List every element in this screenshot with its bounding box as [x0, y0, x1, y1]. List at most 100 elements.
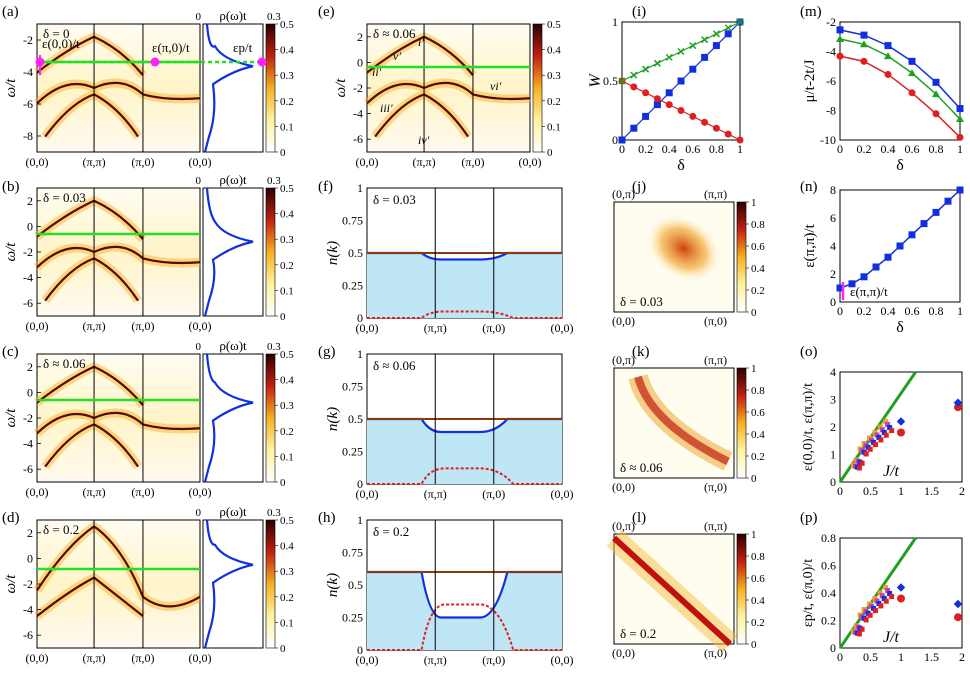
i-point	[701, 53, 709, 61]
p-point	[889, 594, 895, 600]
k-colorbar	[736, 367, 747, 479]
h-occupied-area	[367, 572, 562, 650]
d-rho-tick0: 0	[196, 507, 202, 519]
b-spectral-map	[36, 187, 201, 317]
p-point	[856, 631, 862, 637]
d-colorbar-tick-label: 0.1	[280, 617, 294, 629]
i-point	[701, 118, 709, 126]
h-ytick-label: 0.5	[348, 578, 363, 592]
c-ytick-label: 2	[27, 360, 33, 374]
j-corner-bl: (0,0)	[612, 314, 635, 328]
b-colorbar-tick-label: 0.2	[280, 260, 294, 272]
c-spectral-map	[36, 353, 201, 483]
e-colorbar	[532, 23, 543, 153]
panel-d: 2 0 -2 -4 -6 ω/t (0,0) (π,π) (π,0) (0,0) δ = 0.2 ρ(…	[3, 504, 294, 665]
j-intensity	[646, 214, 721, 282]
p-point	[883, 585, 889, 590]
b-colorbar-tick-label: 0.5	[280, 183, 294, 195]
b-rho-curve	[203, 187, 254, 317]
k-colorbar-tick-label: 0.4	[751, 429, 765, 441]
n-point	[884, 253, 892, 261]
a-ktick-label: (0,0)	[189, 155, 212, 169]
p-point	[896, 583, 906, 592]
o-xtick-label: 2	[959, 484, 965, 498]
a-ktick-label: (0,0)	[26, 155, 49, 169]
c-ytick-label: -2	[23, 411, 33, 425]
p-point	[877, 590, 883, 596]
c-delta: δ ≈ 0.06	[43, 356, 86, 371]
o-point	[878, 437, 884, 443]
panel-m: -2 -4 -6 -8 -100 0.2 0.4 0.6 0.8 1 δ μ/t-2t/J	[802, 15, 964, 174]
i-point	[618, 77, 626, 85]
i-point	[689, 42, 697, 50]
o-ylabel: ε(0,0)/t, ε(π,π)/t	[801, 383, 816, 471]
d-ktick-label: (0,0)	[26, 651, 49, 665]
h-ytick-label: 0	[357, 643, 363, 657]
i-point	[653, 95, 661, 103]
p-point	[954, 613, 962, 622]
p-point	[897, 594, 905, 603]
h-ktick-label: (0,0)	[356, 653, 379, 667]
d-delta: δ = 0.2	[43, 522, 79, 537]
c-rho-tick0: 0	[196, 341, 202, 353]
i-ytick-label: 1	[612, 15, 618, 29]
l-colorbar-tick-label: 0.2	[751, 617, 765, 629]
b-ytick-label: -4	[23, 271, 33, 285]
m-point	[932, 90, 940, 98]
i-point	[630, 124, 638, 132]
p-ytick-label: 0	[830, 641, 836, 655]
i-point	[724, 30, 732, 38]
d-colorbar-tick-label: 0.4	[280, 541, 294, 553]
n-point	[956, 186, 964, 194]
n-ytick-label: 2	[830, 267, 836, 281]
m-point	[860, 31, 868, 39]
o-point	[873, 442, 879, 448]
g-ytick-label: 0.75	[342, 380, 363, 394]
n-ylabel: ε(π,π)/t	[802, 223, 818, 267]
l-colorbar-tick-label: 0.8	[751, 551, 765, 563]
c-ktick-label: (0,0)	[189, 485, 212, 499]
b-ktick-label: (0,0)	[26, 319, 49, 333]
panel-label-l: (l)	[632, 510, 646, 526]
c-ytick-label: -6	[23, 462, 33, 476]
b-colorbar-tick-label: 0.1	[280, 285, 294, 297]
g-delta: δ ≈ 0.06	[373, 358, 416, 373]
p-point	[863, 617, 869, 623]
p-point	[883, 598, 889, 604]
g-ktick-label: (0,0)	[551, 487, 574, 501]
h-nk-dotted-curve	[367, 603, 562, 651]
a-colorbar-tick-label: 0	[280, 147, 286, 159]
i-point	[618, 136, 626, 144]
p-point	[879, 593, 885, 599]
l-colorbar	[736, 533, 747, 645]
panel-p: 0.8 0.6 0.4 0.2 00 0.5 1 1.5 2 J/t εp/t, ε(π,0)/t	[801, 531, 965, 664]
m-xtick-label: 0.2	[857, 142, 872, 156]
g-ytick-label: 1	[357, 347, 363, 361]
h-ktick-label: (0,0)	[551, 653, 574, 667]
e-roman-label-4: iv'	[418, 133, 430, 147]
g-ktick-label: (0,0)	[356, 487, 379, 501]
p-ylabel: εp/t, ε(π,0)/t	[801, 559, 816, 627]
b-delta: δ = 0.03	[43, 190, 86, 205]
i-point	[701, 36, 709, 44]
o-ytick-label: 3	[830, 393, 836, 407]
o-xtick-label: 0	[837, 484, 843, 498]
f-ktick-label: (0,0)	[356, 321, 379, 335]
panel-label-p: (p)	[800, 510, 818, 526]
panel-label-j: (j)	[632, 179, 646, 195]
e-ytick-label: 0	[357, 55, 363, 69]
f-ytick-label: 0.75	[342, 214, 363, 228]
g-ylabel: n(k)	[325, 407, 341, 431]
k-delta: δ ≈ 0.06	[620, 460, 663, 475]
c-colorbar-tick-label: 0.3	[280, 400, 294, 412]
o-ytick-label: 1	[830, 448, 836, 462]
o-point	[883, 419, 889, 424]
d-ytick-label: -2	[23, 577, 33, 591]
panel-j: 1 0.8 0.6 0.4 0.2 0 (0,π) (π,π) (0,0) (π,0) δ = 0.…	[612, 187, 765, 328]
i-ylabel: W	[587, 73, 604, 88]
c-colorbar-tick-label: 0.5	[280, 349, 294, 361]
o-point	[879, 427, 885, 433]
g-ytick-label: 0.25	[342, 445, 363, 459]
panel-o: 4 3 2 1 00 0.5 1 1.5 2 J/t ε(0,0)/t, ε(π,π)/t	[801, 365, 965, 498]
e-ytick-label: -4	[353, 107, 363, 121]
